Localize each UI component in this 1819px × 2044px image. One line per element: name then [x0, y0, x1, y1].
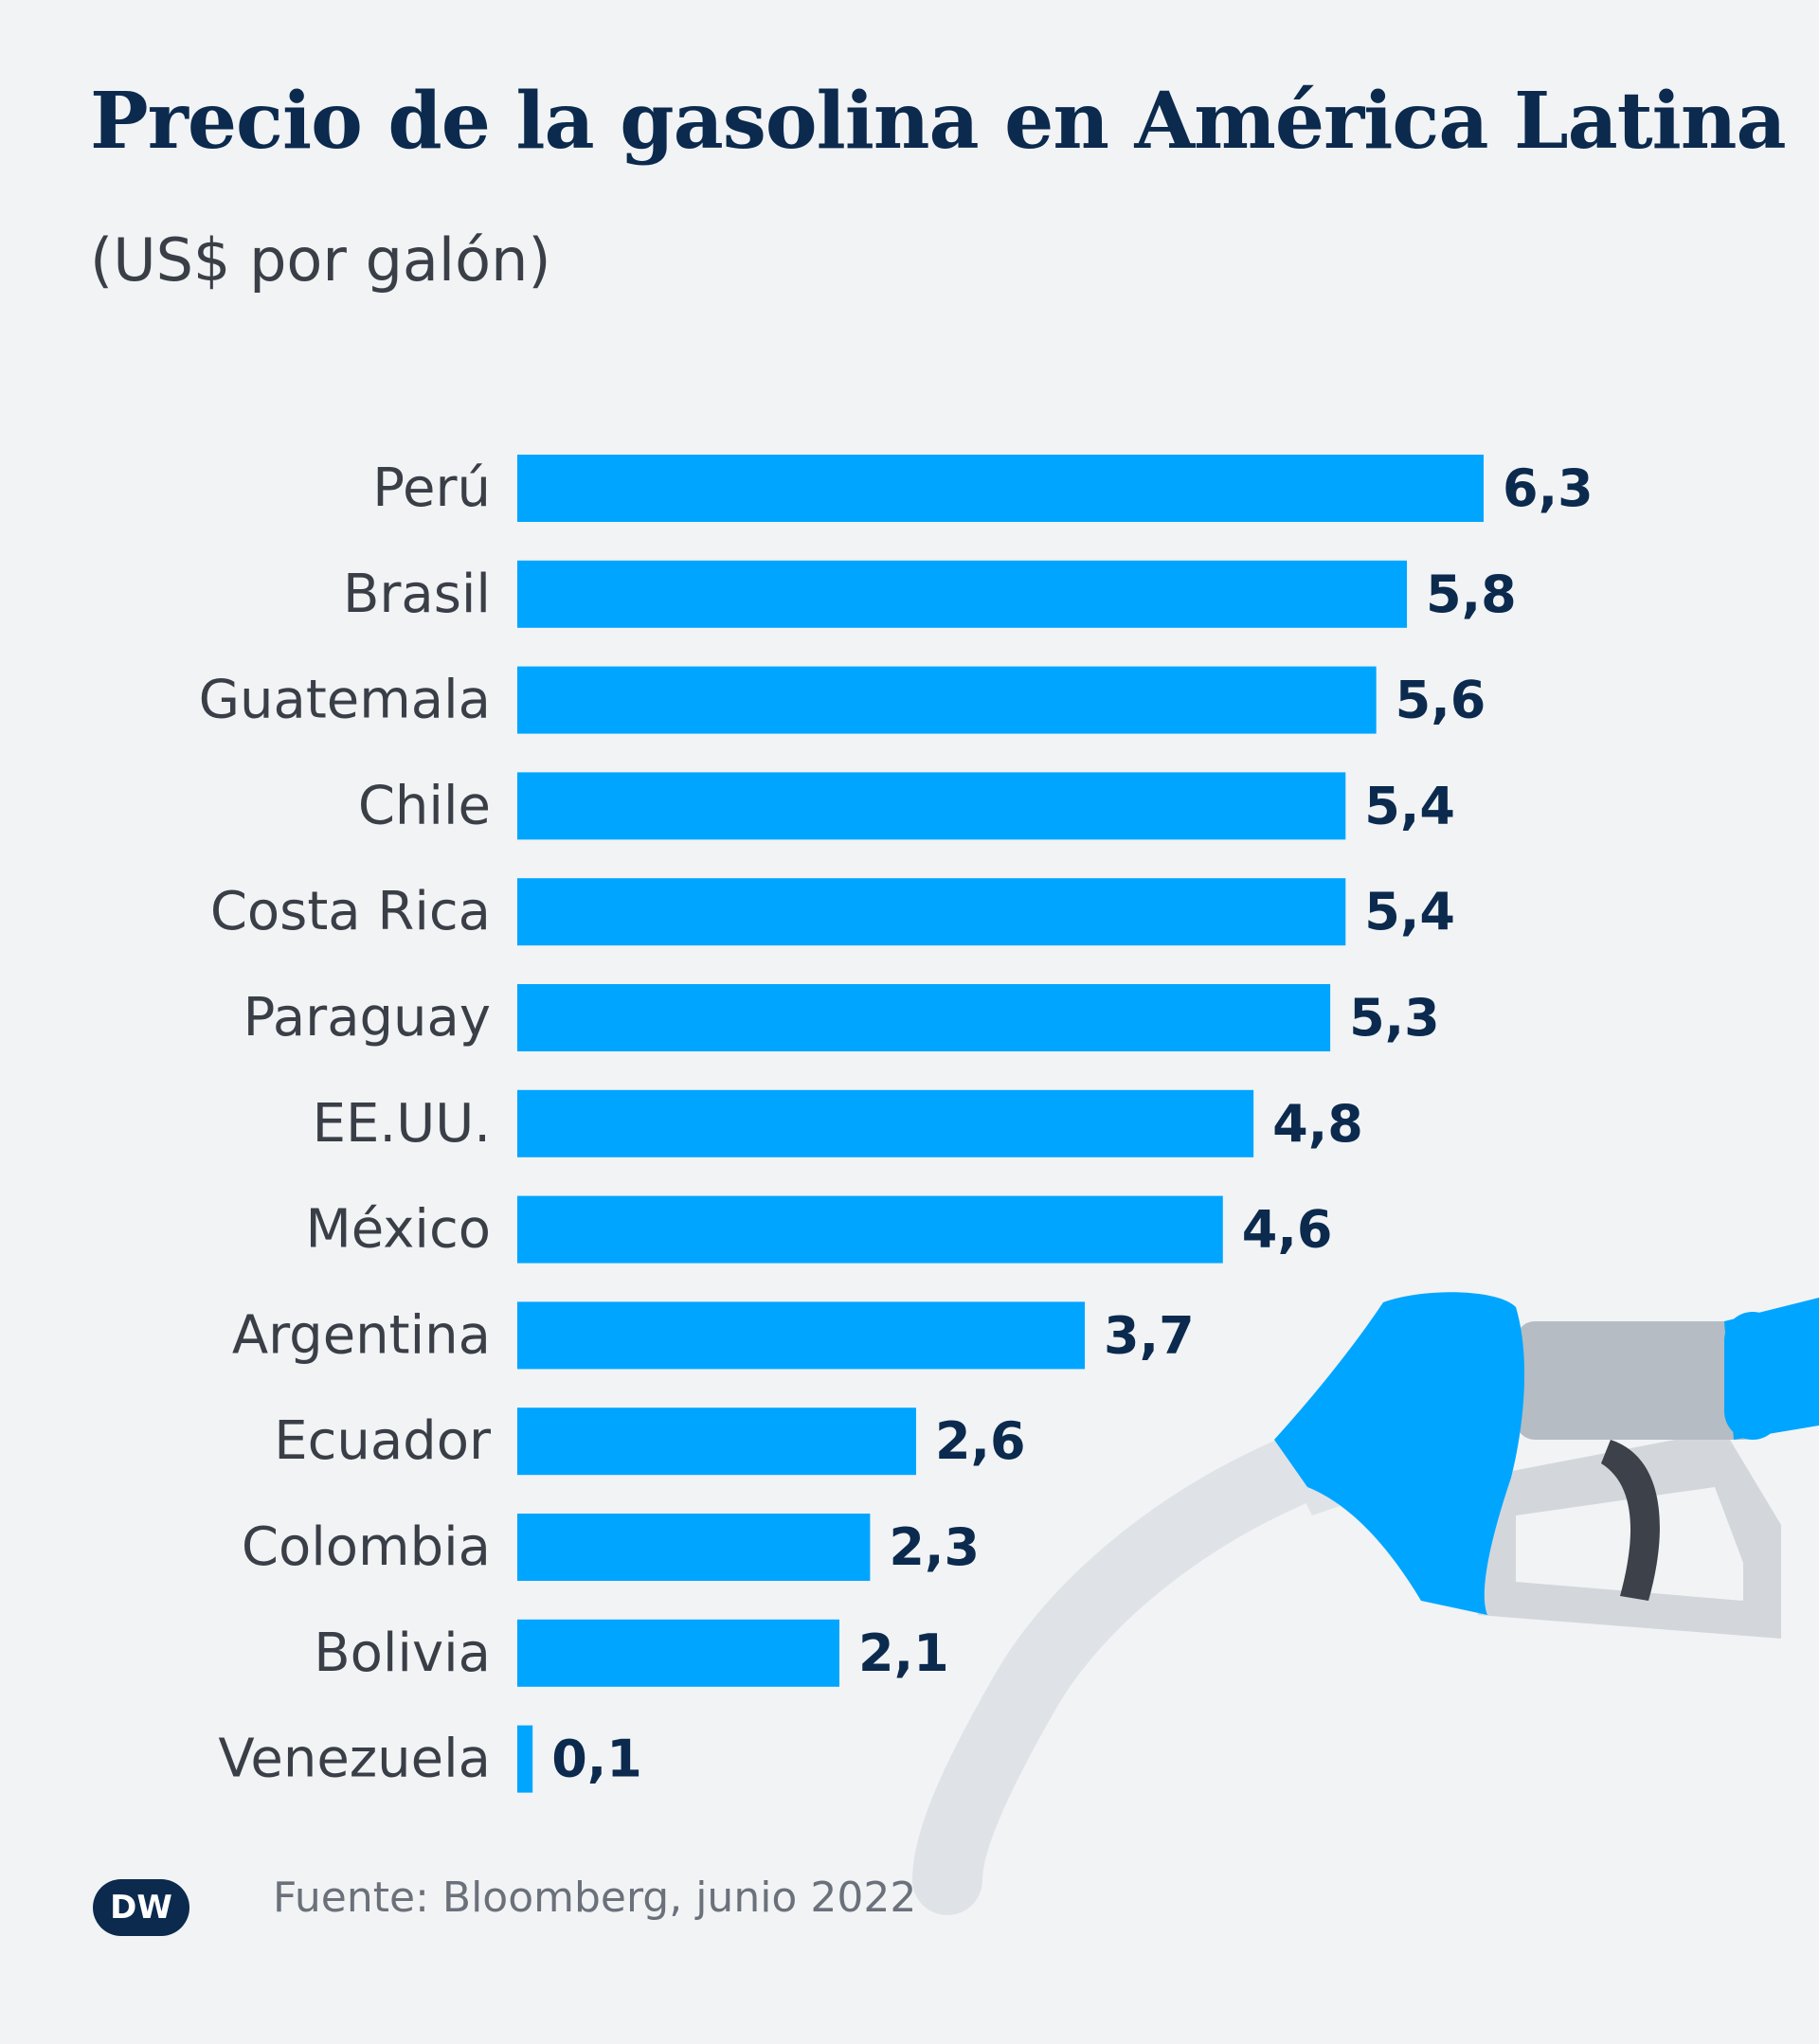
value-label: 2,3 — [889, 1517, 980, 1577]
value-label: 2,1 — [858, 1623, 949, 1683]
bar — [517, 772, 1346, 840]
category-label: Venezuela — [218, 1729, 491, 1790]
dw-logo: DW — [93, 1879, 189, 1936]
category-label: Guatemala — [199, 670, 491, 731]
category-label: Chile — [358, 775, 491, 836]
category-label: Paraguay — [243, 987, 491, 1049]
value-label: 6,3 — [1503, 458, 1594, 518]
dw-logo-text: DW — [110, 1889, 172, 1927]
bar — [517, 666, 1377, 734]
bar — [517, 1514, 871, 1581]
category-label: Ecuador — [274, 1410, 492, 1472]
bar — [517, 1301, 1086, 1370]
value-label: 5,4 — [1364, 882, 1455, 941]
chart-subtitle: (US$ por galón) — [90, 225, 551, 295]
category-label: Colombia — [242, 1516, 491, 1578]
value-label: 0,1 — [551, 1730, 642, 1789]
value-label: 5,8 — [1426, 565, 1517, 624]
chart-title: Precio de la gasolina en América Latina — [90, 76, 1787, 167]
category-label: México — [305, 1199, 491, 1261]
category-label: Argentina — [232, 1304, 491, 1366]
value-label: 4,8 — [1272, 1094, 1363, 1154]
category-label: EE.UU. — [313, 1093, 491, 1155]
category-label: Brasil — [343, 564, 491, 625]
value-label: 5,3 — [1349, 988, 1440, 1048]
category-label: Costa Rica — [210, 881, 491, 942]
bar — [517, 1725, 533, 1793]
bar — [517, 878, 1346, 946]
bar — [517, 455, 1484, 522]
category-label: Perú — [372, 457, 491, 519]
bar — [517, 1089, 1254, 1157]
bar — [517, 984, 1331, 1051]
bar — [517, 1195, 1223, 1264]
value-label: 5,4 — [1364, 776, 1455, 835]
value-label: 3,7 — [1104, 1305, 1195, 1365]
fuel-nozzle-icon — [912, 1292, 1819, 1915]
bar — [517, 1407, 916, 1476]
value-label: 5,6 — [1396, 671, 1486, 730]
value-label: 4,6 — [1242, 1200, 1333, 1260]
bars-group: Perú 6,3 Brasil 5,8 Guatemala 5,6 Chile 5,4 Cost… — [199, 455, 1594, 1793]
source-note: Fuente: Bloomberg, junio 2022 — [273, 1874, 917, 1922]
value-label: 2,6 — [935, 1411, 1026, 1471]
bar — [517, 1619, 839, 1687]
bar — [517, 560, 1408, 628]
category-label: Bolivia — [314, 1623, 491, 1684]
